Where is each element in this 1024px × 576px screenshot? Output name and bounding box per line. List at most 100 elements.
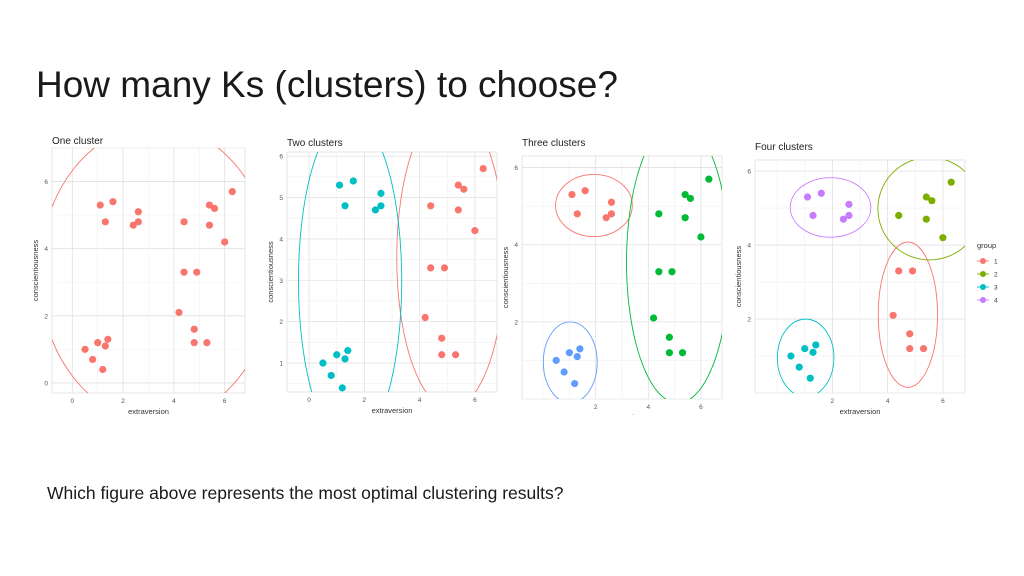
chart-title: Three clusters [522,138,585,149]
x-tick-label: 6 [473,397,477,404]
legend-label: 4 [994,298,998,305]
data-point [922,193,930,201]
cluster-ellipse [877,241,938,388]
data-point [803,193,812,201]
data-point [809,348,817,356]
y-tick-label: 6 [44,179,48,186]
data-point [552,356,560,365]
data-point [190,325,198,333]
y-tick-label: 4 [514,242,518,249]
cluster-ellipse [555,173,633,238]
data-point [193,268,201,276]
data-point [341,202,349,210]
y-tick-label: 6 [747,169,751,176]
y-tick-label: 2 [44,313,48,320]
chart-title: Four clusters [755,142,813,153]
y-tick-label: 4 [747,243,751,250]
data-point [427,202,435,210]
data-point [89,355,97,364]
data-point [573,210,581,218]
cluster-ellipse [877,160,965,261]
data-point [928,197,936,205]
data-point [327,371,335,380]
data-point [795,363,803,371]
data-point [451,351,460,359]
cluster-ellipse [396,152,497,392]
legend-key [980,258,986,264]
data-point [94,339,102,347]
data-point [349,177,357,185]
legend-key [980,297,986,303]
data-point [471,227,479,235]
y-tick-label: 5 [279,195,283,202]
data-point [228,188,236,196]
data-point [180,268,188,276]
x-tick-label: 2 [363,397,367,404]
data-point [454,181,462,189]
data-point [438,351,446,359]
data-point [221,238,229,246]
y-tick-label: 1 [279,361,283,368]
legend-key [980,271,986,277]
data-point [335,181,344,189]
data-point [573,352,581,361]
y-axis-label: conscientiousness [501,247,510,309]
data-point [560,368,568,376]
data-point [134,218,142,226]
data-point [801,345,809,353]
cluster-ellipse [776,318,835,393]
data-point [607,198,616,206]
data-point [568,190,576,199]
data-point [338,384,346,392]
data-point [109,198,117,206]
data-point [649,314,658,322]
data-point [134,208,142,216]
x-tick-label: 2 [121,398,125,405]
y-tick-label: 6 [279,154,283,161]
x-axis-label: extraversion [840,407,881,415]
data-point [341,355,349,363]
data-point [817,189,825,197]
x-tick-label: 4 [172,398,176,405]
chart-title: Two clusters [287,138,343,149]
data-point [939,234,947,242]
data-point [205,221,214,229]
data-point [344,347,352,355]
x-tick-label: 6 [941,398,945,405]
data-point [947,178,955,186]
question-text: Which figure above represents the most o… [47,483,564,503]
y-axis-label: conscientiousness [266,241,275,303]
data-point [203,339,211,347]
data-point [845,200,853,208]
data-point [906,345,914,353]
data-point [665,333,673,341]
x-axis-label: extraversion [128,407,169,415]
data-point [81,345,89,353]
data-point [655,210,663,218]
chart-three-clusters: Three clusters 2 4 6 2 4 6 extraversion conscien… [501,138,723,415]
cluster-ellipse [542,321,598,399]
cluster-ellipse [789,177,872,238]
y-tick-label: 2 [514,319,518,326]
data-point [333,351,341,359]
y-tick-label: 4 [44,246,48,253]
data-point [440,264,449,272]
data-point [210,204,219,213]
x-tick-label: 4 [647,404,651,411]
data-point [908,267,917,275]
data-point [678,349,687,357]
data-point [665,349,673,357]
data-point [104,335,112,343]
data-point [205,201,214,209]
chart-four-clusters: Four clusters 2 4 6 2 4 6 extraversion conscient… [734,142,998,415]
data-point [787,352,795,360]
data-point [101,218,109,226]
chart-one-cluster: One cluster 0 2 4 6 0 2 4 6 extraversion conscient… [31,136,246,415]
data-point [602,214,610,222]
data-point [190,339,198,347]
data-point [421,313,429,322]
legend-key [980,284,986,290]
data-point [906,330,914,338]
data-point [377,202,385,210]
data-point [319,359,327,367]
